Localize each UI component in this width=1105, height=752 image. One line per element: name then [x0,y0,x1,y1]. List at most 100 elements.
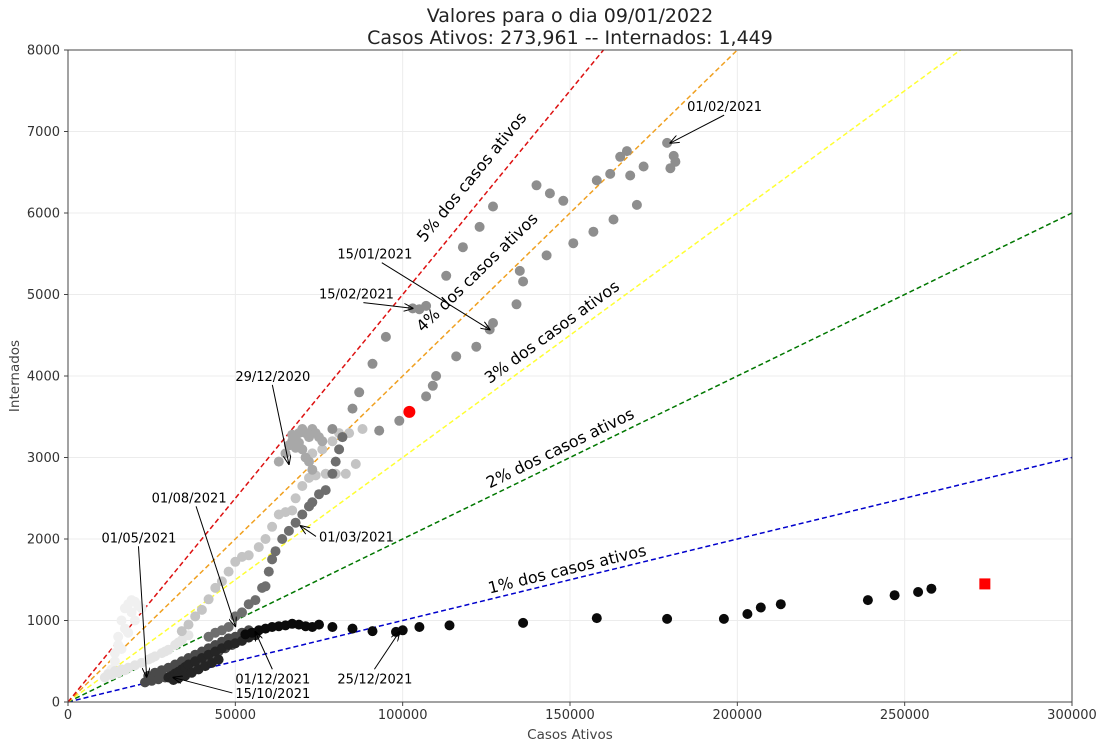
data-point [638,161,649,172]
data-point [471,341,482,352]
data-point [119,623,130,634]
data-point [330,456,341,467]
data-point [240,629,251,640]
x-tick-label: 250000 [880,708,930,723]
grid-lines [67,49,1073,703]
y-tick-label: 3000 [27,451,60,466]
data-point [913,587,924,597]
data-point [203,594,214,605]
annotation-arrow [173,678,233,694]
data-point [444,620,455,631]
data-point [109,656,120,667]
data-point [263,566,274,577]
chart-subtitle: Casos Ativos: 273,961 -- Internados: 1,4… [367,27,773,49]
data-point [451,351,462,362]
data-point [307,464,318,475]
data-point [544,188,555,199]
data-point [113,631,124,642]
x-axis-label: Casos Ativos [527,727,613,743]
date-annotation-label: 01/02/2021 [687,100,762,115]
data-point [290,493,301,504]
highlight-markers [403,405,991,590]
data-point [183,619,194,630]
data-point [615,151,626,162]
y-axis-label: Internados [7,340,23,412]
data-point [327,436,338,447]
data-point [367,358,378,369]
data-point [327,424,338,434]
annotation-arrow [255,632,273,670]
data-point [320,485,331,496]
data-point [267,521,278,532]
current-value-square-marker [979,578,991,590]
data-point [287,429,298,440]
data-point [250,595,261,606]
annotation-arrow [137,546,146,676]
chart-title: Valores para o dia 09/01/2022 [427,5,713,27]
data-point [277,534,288,544]
data-point [514,265,525,276]
data-point [474,221,485,232]
date-annotation-label: 15/02/2021 [319,288,394,303]
annotation-arrow [271,384,289,464]
data-point [568,238,579,249]
data-point [488,201,498,212]
data-point [190,611,201,622]
data-point [670,156,681,167]
data-point [297,481,308,491]
data-point [397,625,408,636]
data-point [213,654,224,665]
reference-line-label: 1% dos casos ativos [486,541,648,598]
data-point [160,646,171,657]
data-point [146,675,157,686]
data-point [662,613,673,624]
reference-line-label: 2% dos casos ativos [483,404,637,492]
annotation-arrow [670,114,725,143]
data-point [113,640,124,650]
data-point [173,637,184,648]
data-point [621,146,632,157]
data-point [518,617,529,628]
data-point [314,619,324,630]
reference-line-label: 3% dos casos ativos [481,276,623,387]
data-point [340,468,351,479]
x-tick-label: 0 [64,708,72,723]
data-point [605,168,616,179]
data-point [267,554,278,565]
date-annotation-label: 01/08/2021 [152,491,227,506]
date-annotation-label: 15/10/2021 [235,687,310,702]
data-point [283,525,294,536]
data-point [742,609,753,619]
data-point [862,595,873,606]
data-point [290,517,301,528]
data-point [327,468,338,479]
data-point [223,566,234,577]
data-point [421,300,432,311]
data-point [588,226,599,237]
data-point [541,250,552,261]
date-annotation-label: 01/03/2021 [319,530,394,545]
data-point [394,415,405,426]
data-point [337,432,348,443]
data-point [531,180,542,191]
data-point [608,214,619,225]
y-tick-label: 8000 [27,44,60,59]
data-point [380,331,391,342]
y-tick-label: 5000 [27,288,60,303]
data-point [441,270,452,281]
data-point [176,626,187,637]
x-tick-label: 50000 [215,708,256,723]
reference-line-labels: 1% dos casos ativos 2% dos casos ativos 3%… [412,108,648,597]
data-point [591,175,602,186]
x-tick-label: 300000 [1047,708,1097,723]
data-point [290,442,301,453]
data-point [304,456,314,467]
highlight-circle-marker [403,405,416,418]
data-point [287,505,298,516]
annotation-arrow [363,302,412,309]
date-annotation-label: 15/01/2021 [337,248,412,263]
data-point [367,626,378,637]
data-point [558,195,569,206]
